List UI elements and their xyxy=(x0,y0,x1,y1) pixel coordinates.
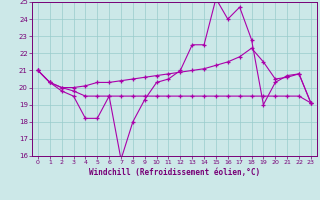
X-axis label: Windchill (Refroidissement éolien,°C): Windchill (Refroidissement éolien,°C) xyxy=(89,168,260,177)
